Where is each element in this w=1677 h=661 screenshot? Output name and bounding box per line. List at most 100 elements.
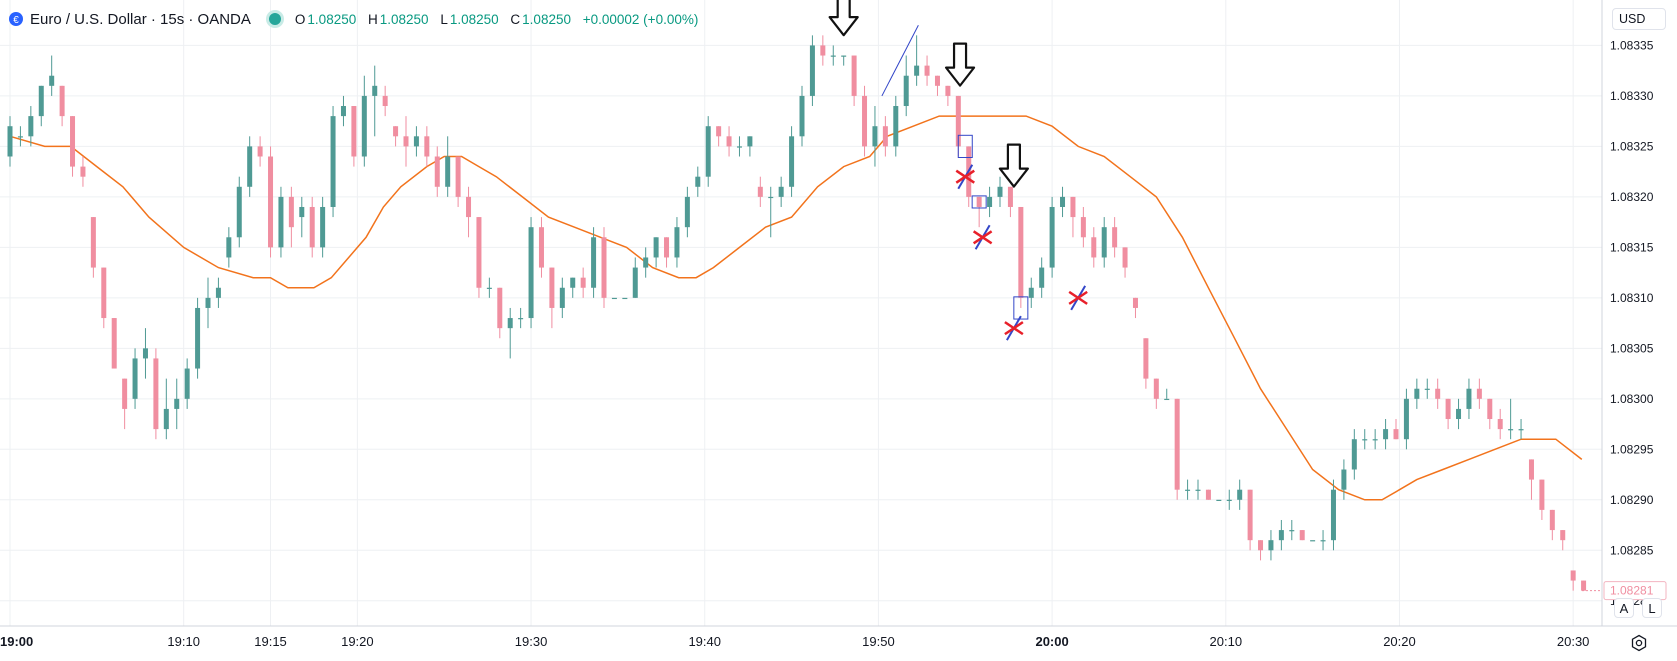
candle-body	[1508, 429, 1514, 431]
candle-body	[80, 166, 86, 177]
candle-body	[1414, 388, 1420, 399]
x-mark-stroke	[1068, 290, 1088, 305]
y-tick-label: 1.08310	[1610, 291, 1654, 305]
candle-body	[1268, 540, 1274, 551]
y-tick-label: 1.08295	[1610, 442, 1654, 456]
candle-body	[174, 398, 180, 409]
candle-body	[1143, 338, 1149, 379]
settings-gear-icon[interactable]	[1630, 634, 1648, 652]
candle-body	[1039, 267, 1045, 288]
ohlc-values: O 1.08250 H 1.08250 L 1.08250 C 1.08250 +0.0…	[295, 12, 700, 27]
candle-body	[195, 307, 201, 369]
open-key: O	[294, 11, 306, 27]
y-tick-label: 1.08320	[1610, 190, 1654, 204]
candle-body	[351, 106, 357, 157]
x-tick-label: 20:10	[1210, 634, 1243, 649]
candle-body	[778, 186, 784, 197]
candle-body	[591, 237, 597, 288]
candle-body	[934, 75, 940, 86]
candle-body	[226, 237, 232, 258]
candle-body	[424, 136, 430, 157]
candle-body	[851, 55, 857, 96]
candle-body	[122, 378, 128, 409]
candle-body	[17, 136, 23, 138]
down-arrow-marker	[998, 143, 1029, 188]
candle-body	[340, 106, 346, 117]
y-tick-label: 1.08300	[1610, 392, 1654, 406]
candle-body	[1237, 489, 1243, 500]
candle-body	[893, 106, 899, 147]
candle-body	[914, 65, 920, 76]
candle-body	[393, 126, 399, 137]
candle-body	[299, 206, 305, 218]
candle-body	[455, 156, 461, 197]
candle-body	[716, 126, 722, 137]
candle-body	[1185, 489, 1191, 491]
candle-body	[497, 287, 503, 329]
candle-body	[1101, 227, 1107, 258]
candle-body	[1247, 489, 1253, 541]
highlight-box	[1013, 296, 1029, 320]
candle-body	[403, 136, 409, 147]
candle-body	[1539, 479, 1545, 510]
candle-body	[820, 45, 826, 56]
high-value: 1.08250	[379, 11, 429, 27]
candle-body	[747, 136, 753, 147]
y-tick-label: 1.08305	[1610, 341, 1654, 355]
candle-body	[1132, 297, 1138, 308]
candle-body	[830, 55, 836, 57]
change-value: +0.00002 (+0.00%)	[582, 11, 699, 27]
candle-body	[372, 85, 378, 96]
symbol-title[interactable]: Euro / U.S. Dollar · 15s · OANDA	[30, 10, 251, 28]
y-tick-label: 1.08290	[1610, 493, 1654, 507]
x-mark-stroke	[1004, 321, 1024, 336]
candle-body	[1028, 287, 1034, 298]
log-scale-button[interactable]: L	[1642, 598, 1662, 618]
x-tick-label: 19:50	[862, 634, 895, 649]
candle-body	[903, 75, 909, 107]
x-tick-label: 19:00	[0, 634, 33, 649]
x-tick-label: 19:20	[341, 634, 374, 649]
candle-body	[1362, 439, 1368, 441]
candle-body	[257, 146, 263, 157]
candle-body	[132, 358, 138, 399]
auto-scale-button[interactable]: A	[1614, 598, 1634, 618]
open-value: 1.08250	[307, 11, 357, 27]
candle-body	[726, 136, 732, 147]
candle-body	[59, 85, 65, 117]
candle-body	[664, 237, 670, 258]
candle-body	[736, 146, 742, 148]
candle-body	[434, 156, 440, 187]
candle-body	[1018, 206, 1024, 298]
candle-body	[1174, 398, 1180, 490]
candle-body	[1226, 499, 1232, 501]
candle-body	[1528, 459, 1534, 480]
candle-body	[486, 287, 492, 289]
candle-body	[205, 297, 211, 308]
down-arrow-marker	[828, 0, 859, 37]
y-tick-label: 1.08325	[1610, 139, 1654, 153]
currency-button[interactable]: USD	[1612, 8, 1666, 30]
candle-body	[1393, 429, 1399, 440]
highlight-box	[957, 134, 973, 159]
candle-body	[1476, 388, 1482, 399]
candle-body	[1487, 398, 1493, 420]
candle-body	[215, 287, 221, 298]
candle-body	[1007, 186, 1013, 207]
low-key: L	[440, 11, 448, 27]
candle-body	[1581, 580, 1587, 591]
candle-body	[1060, 196, 1066, 207]
candle-body	[1466, 388, 1472, 409]
candle-body	[789, 136, 795, 187]
candle-body	[1122, 247, 1128, 268]
candle-body	[1299, 530, 1305, 541]
candle-body	[809, 45, 815, 96]
candle-body	[38, 85, 44, 117]
chart-header: € Euro / U.S. Dollar · 15s · OANDA O 1.08…	[8, 8, 700, 30]
candle-body	[309, 206, 315, 248]
candle-body	[1403, 398, 1409, 440]
candle-body	[111, 318, 117, 369]
candle-body	[622, 297, 628, 300]
candle-body	[684, 196, 690, 228]
